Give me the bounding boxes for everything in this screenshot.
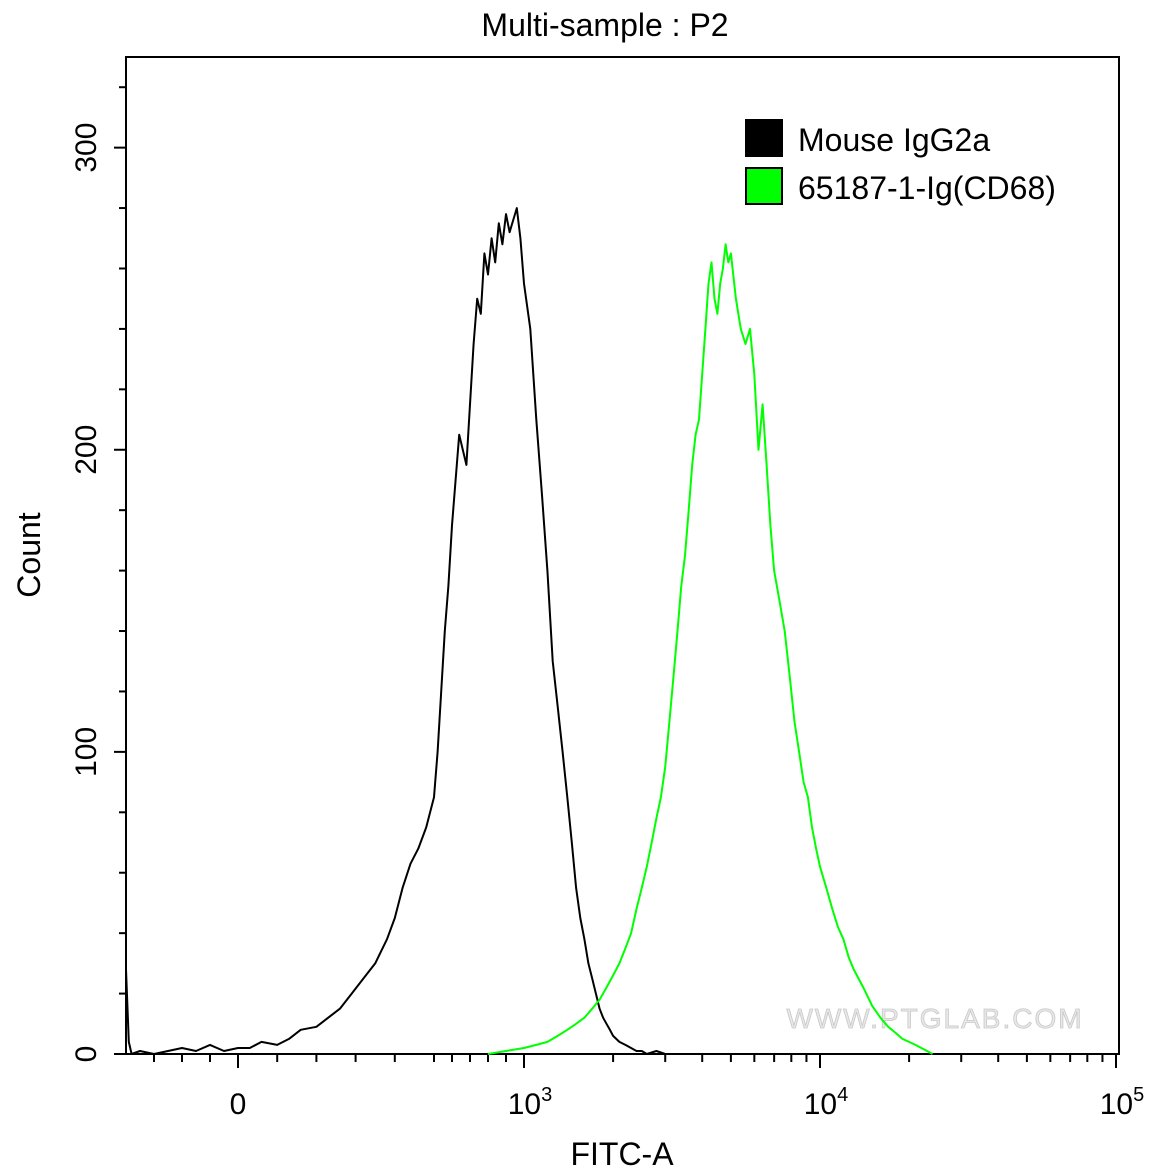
- x-axis-label: FITC-A: [570, 1136, 674, 1171]
- x-tick-label: 0: [230, 1088, 247, 1121]
- y-tick-label: 200: [70, 425, 103, 475]
- y-tick-label: 300: [70, 123, 103, 173]
- legend-label: 65187-1-Ig(CD68): [798, 170, 1056, 206]
- watermark: WWW.PTGLAB.COM: [786, 1003, 1083, 1034]
- legend: Mouse IgG2a 65187-1-Ig(CD68): [745, 119, 1056, 206]
- y-axis: 0 100 200 300: [70, 86, 126, 1063]
- y-tick-label: 100: [70, 727, 103, 777]
- series-layer: [125, 207, 933, 1055]
- x-tick-label: 103: [508, 1084, 553, 1121]
- x-tick-label: 104: [804, 1084, 849, 1121]
- plot-frame: [125, 56, 1120, 1055]
- legend-label: Mouse IgG2a: [798, 122, 990, 158]
- legend-swatch: [745, 167, 783, 205]
- series-line-1: [125, 207, 685, 1055]
- y-axis-label: Count: [11, 512, 47, 598]
- x-tick-label: 105: [1100, 1084, 1145, 1121]
- y-tick-label: 0: [70, 1046, 103, 1063]
- chart-title: Multi-sample : P2: [481, 7, 728, 43]
- x-axis: 0 103 104 105: [153, 1054, 1145, 1121]
- legend-swatch: [745, 119, 783, 157]
- series-line-2: [487, 243, 933, 1055]
